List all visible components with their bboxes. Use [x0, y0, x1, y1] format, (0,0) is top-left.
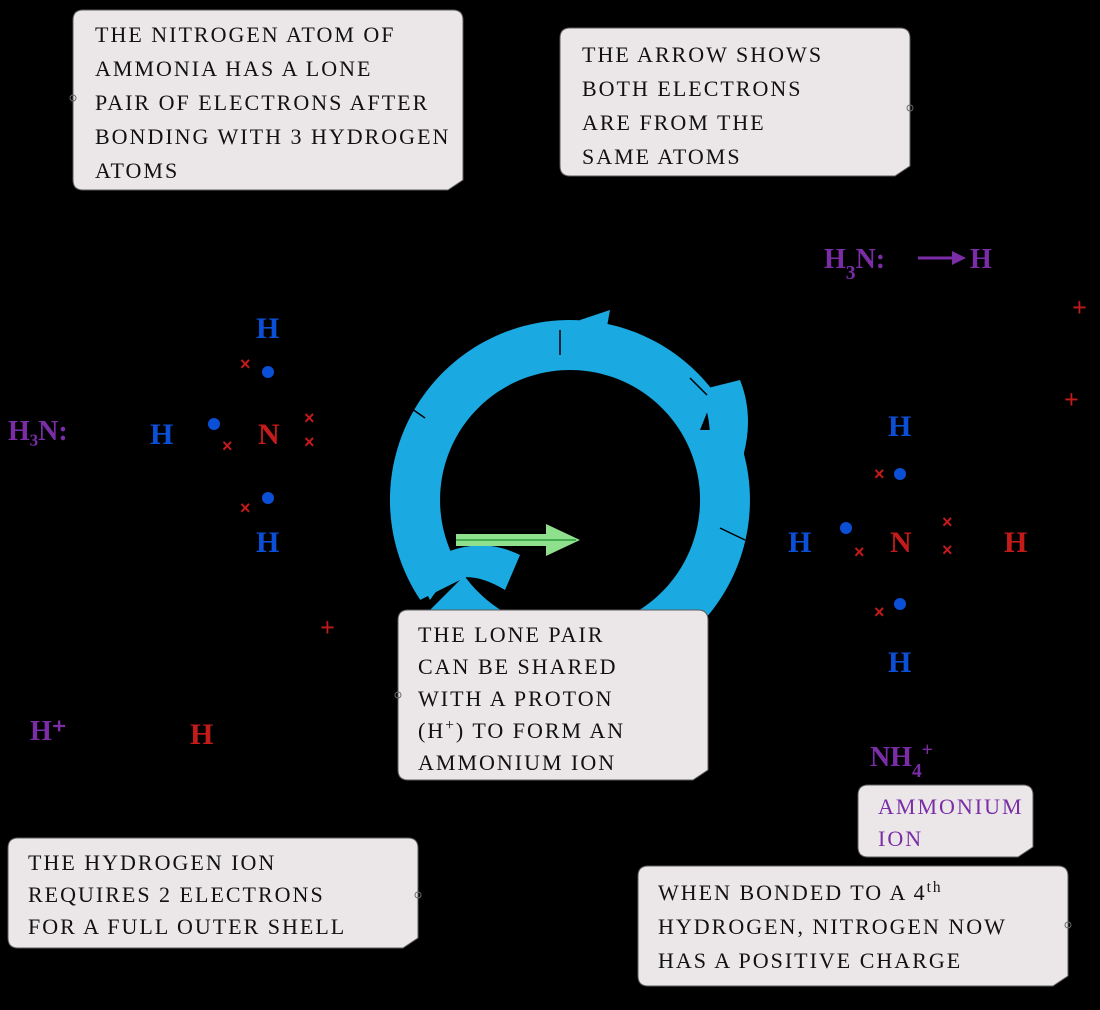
svg-text:AMMONIA HAS A LONE: AMMONIA HAS A LONE [95, 56, 372, 81]
svg-text:THE NITROGEN ATOM OF: THE NITROGEN ATOM OF [95, 22, 396, 47]
svg-text:×: × [304, 408, 315, 428]
svg-text:HYDROGEN, NITROGEN NOW: HYDROGEN, NITROGEN NOW [658, 914, 1007, 939]
note-ammonium-ion: AMMONIUM ION [858, 785, 1033, 857]
note-mid: THE LONE PAIR CAN BE SHARED WITH A PROTO… [395, 610, 708, 780]
proton-h-atom: H [190, 718, 213, 751]
svg-text:×: × [222, 436, 233, 456]
svg-text:THE ARROW SHOWS: THE ARROW SHOWS [582, 42, 823, 67]
svg-text:WITH A PROTON: WITH A PROTON [418, 686, 614, 711]
note-bottom-left: THE HYDROGEN ION REQUIRES 2 ELECTRONS FO… [8, 838, 421, 948]
svg-text:BOTH ELECTRONS: BOTH ELECTRONS [582, 76, 803, 101]
proton-plus-sign: + [320, 613, 335, 642]
svg-text:H: H [888, 410, 911, 443]
svg-text:CAN BE SHARED: CAN BE SHARED [418, 654, 618, 679]
svg-text:H: H [256, 312, 279, 345]
svg-text:×: × [240, 498, 251, 518]
svg-text:SAME ATOMS: SAME ATOMS [582, 144, 742, 169]
svg-text:THE LONE PAIR: THE LONE PAIR [418, 622, 605, 647]
svg-text:×: × [874, 464, 885, 484]
note-top-left: THE NITROGEN ATOM OF AMMONIA HAS A LONE … [70, 10, 463, 190]
svg-text:N: N [258, 418, 280, 451]
formula-h3n-left: H₃N: [8, 416, 68, 447]
formula-h-plus: H⁺ [30, 716, 67, 747]
svg-text:THE HYDROGEN ION: THE HYDROGEN ION [28, 850, 276, 875]
svg-text:HAS A POSITIVE CHARGE: HAS A POSITIVE CHARGE [658, 948, 962, 973]
svg-text:ARE FROM THE: ARE FROM THE [582, 110, 766, 135]
svg-text:AMMONIUM: AMMONIUM [878, 794, 1024, 819]
svg-text:N: N [890, 526, 912, 559]
svg-text:FOR A FULL OUTER SHELL: FOR A FULL OUTER SHELL [28, 914, 346, 939]
svg-text:PAIR OF ELECTRONS AFTER: PAIR OF ELECTRONS AFTER [95, 90, 429, 115]
floating-plus-right: + [1072, 293, 1087, 322]
svg-text:H: H [970, 244, 992, 275]
svg-text:WHEN BONDED TO A 4th: WHEN BONDED TO A 4th [658, 879, 943, 906]
svg-text:ATOMS: ATOMS [95, 158, 179, 183]
svg-text:+: + [1064, 385, 1079, 414]
svg-text:H: H [256, 526, 279, 559]
svg-text:H: H [150, 418, 173, 451]
svg-text:REQUIRES 2 ELECTRONS: REQUIRES 2 ELECTRONS [28, 882, 325, 907]
note-top-right: THE ARROW SHOWS BOTH ELECTRONS ARE FROM … [560, 28, 913, 176]
svg-text:ION: ION [878, 826, 923, 851]
note-bottom-right: WHEN BONDED TO A 4th HYDROGEN, NITROGEN … [638, 866, 1071, 986]
svg-text:×: × [854, 542, 865, 562]
svg-text:×: × [240, 354, 251, 374]
svg-text:×: × [942, 540, 953, 560]
svg-text:×: × [874, 602, 885, 622]
svg-text:BONDING WITH 3 HYDROGEN: BONDING WITH 3 HYDROGEN [95, 124, 450, 149]
svg-text:H: H [788, 526, 811, 559]
svg-text:H: H [1004, 526, 1027, 559]
svg-text:H: H [888, 646, 911, 679]
svg-text:×: × [942, 512, 953, 532]
svg-text:AMMONIUM ION: AMMONIUM ION [418, 750, 616, 775]
svg-text:×: × [304, 432, 315, 452]
